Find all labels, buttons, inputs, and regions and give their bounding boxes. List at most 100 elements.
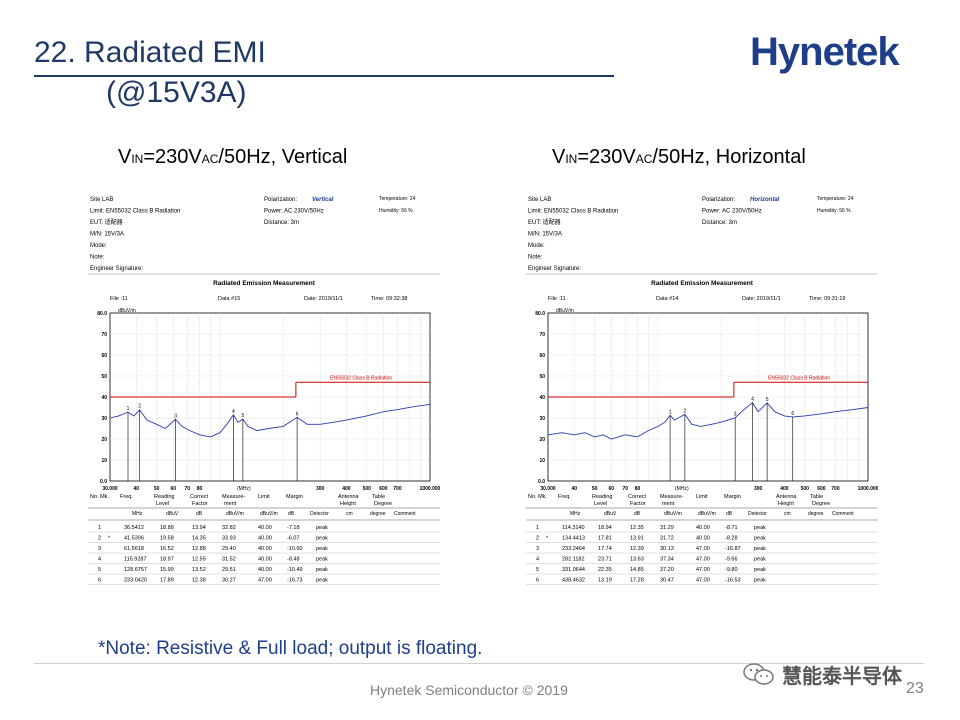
y-unit-label: dBuV/m: [556, 308, 574, 314]
polarization-value: Horizontal: [750, 197, 780, 203]
page-number: 23: [906, 680, 924, 697]
table-cell: -6.07: [287, 536, 300, 542]
time-label: Time: 09:32:38: [371, 296, 407, 302]
test-note: *Note: Resistive & Full load; output is …: [98, 638, 483, 659]
table-cell: 32.82: [222, 525, 236, 531]
table-header: Factor: [192, 501, 208, 507]
emission-trace: [109, 403, 431, 438]
table-cell: 128.6757: [124, 567, 147, 573]
file-label: File :11: [548, 296, 566, 302]
table-cell: 17.74: [598, 546, 612, 552]
marker-label: 5: [241, 413, 244, 419]
table-cell: peak: [754, 536, 766, 542]
x-tick-label: 400: [342, 486, 351, 492]
marker-label: 5: [766, 397, 769, 403]
marker-label: 2: [683, 408, 686, 414]
x-tick-label: 70: [623, 486, 629, 492]
header-field: Note:: [90, 255, 105, 261]
humidity-field: Humidity: 56 %: [817, 208, 851, 214]
table-header: Level: [594, 501, 607, 507]
x-tick-label: 500: [363, 486, 372, 492]
y-tick-label: 50: [101, 374, 107, 380]
data-label: Data #14: [656, 296, 678, 302]
marker-label: 6: [791, 411, 794, 417]
table-header: Antenna: [776, 494, 797, 500]
table-header: Height: [778, 501, 794, 507]
date-label: Date: 2019/11/1: [742, 296, 781, 302]
header-field: Limit: EN55032 Class B Radiation: [528, 209, 618, 215]
table-unit: degree: [370, 511, 386, 517]
table-unit: MHz: [132, 511, 143, 517]
table-cell: 13.91: [630, 536, 644, 542]
x-tick-label: 50: [154, 486, 160, 492]
wechat-icon: [743, 663, 774, 685]
emi-report-vertical: Site LAB Limit: EN55032 Class B Radiation…: [88, 186, 440, 614]
table-cell: -8.48: [287, 557, 300, 563]
table-cell: 12.39: [630, 546, 644, 552]
table-cell: 17.89: [160, 578, 174, 584]
header-field: EUT: 适配器: [90, 218, 123, 226]
table-unit: dBuV/m: [698, 511, 716, 517]
table-cell: 31.72: [660, 536, 674, 542]
polarization-value: Vertical: [312, 197, 334, 203]
x-tick-label: 600: [817, 486, 826, 492]
table-cell: 233.0420: [124, 578, 147, 584]
table-header: Limit: [696, 494, 708, 500]
table-cell: 40.00: [696, 525, 710, 531]
data-label: Data #15: [218, 296, 240, 302]
header-field: Site LAB: [90, 197, 113, 203]
table-unit: MHz: [570, 511, 581, 517]
header-field: Note:: [528, 255, 543, 261]
y-tick-label: 60: [539, 353, 545, 359]
x-tick-label: 700: [393, 486, 402, 492]
measurement-title: Radiated Emission Measurement: [651, 280, 754, 287]
time-label: Time: 09:31:19: [809, 296, 845, 302]
table-header: Height: [340, 501, 356, 507]
slide-subtitle: (@15V3A): [106, 76, 247, 109]
table-header: Correct: [190, 494, 209, 500]
table-cell: 36.5412: [124, 525, 144, 531]
table-unit: dB: [634, 511, 641, 517]
y-tick-label: 20: [539, 437, 545, 443]
table-header: Freq.: [120, 494, 133, 500]
x-tick-label: 60: [170, 486, 176, 492]
table-header: Freq.: [558, 494, 571, 500]
table-cell: 40.00: [696, 536, 710, 542]
table-cell: 29.51: [222, 567, 236, 573]
table-cell: peak: [754, 567, 766, 573]
header-field: Engineer Signature:: [90, 266, 143, 272]
marker-label: 1: [127, 406, 130, 412]
x-tick-label: 400: [780, 486, 789, 492]
y-tick-label: 40: [101, 395, 107, 401]
x-tick-label: 1000.000: [858, 486, 878, 492]
header-field: Limit: EN55032 Class B Radiation: [90, 209, 180, 215]
header-field: EUT: 适配器: [528, 218, 561, 226]
y-tick-label: 0.0: [100, 479, 107, 485]
x-tick-label: 80: [635, 486, 641, 492]
table-cell: 47.00: [696, 546, 710, 552]
y-tick-label: 80.0: [535, 311, 545, 317]
footer-copyright: Hynetek Semiconductor © 2019: [370, 682, 568, 698]
company-logo: Hynetek: [750, 30, 900, 74]
table-cell: 6: [536, 578, 539, 584]
table-cell: 4: [98, 557, 101, 563]
table-unit: degree: [808, 511, 824, 517]
header-field: M/N: 15V/3A: [90, 232, 124, 238]
table-cell: 40.00: [258, 557, 272, 563]
table-unit: dBuV: [166, 511, 179, 517]
table-cell: 13.19: [598, 578, 612, 584]
distance-field: Distance: 3m: [702, 220, 737, 226]
x-tick-label: 1000.000: [420, 486, 440, 492]
table-cell: 18.97: [160, 557, 174, 563]
x-tick-label: 60: [608, 486, 614, 492]
x-unit-label: (MHz): [675, 486, 689, 492]
y-tick-label: 70: [539, 332, 545, 338]
table-cell: -9.66: [725, 557, 738, 563]
table-cell: peak: [316, 557, 328, 563]
table-header: ment: [224, 501, 237, 507]
table-header: Measure-: [222, 494, 245, 500]
table-cell: 12.88: [192, 546, 206, 552]
table-cell: 114.3140: [562, 525, 585, 531]
table-cell: 17.81: [598, 536, 612, 542]
y-tick-label: 30: [101, 416, 107, 422]
